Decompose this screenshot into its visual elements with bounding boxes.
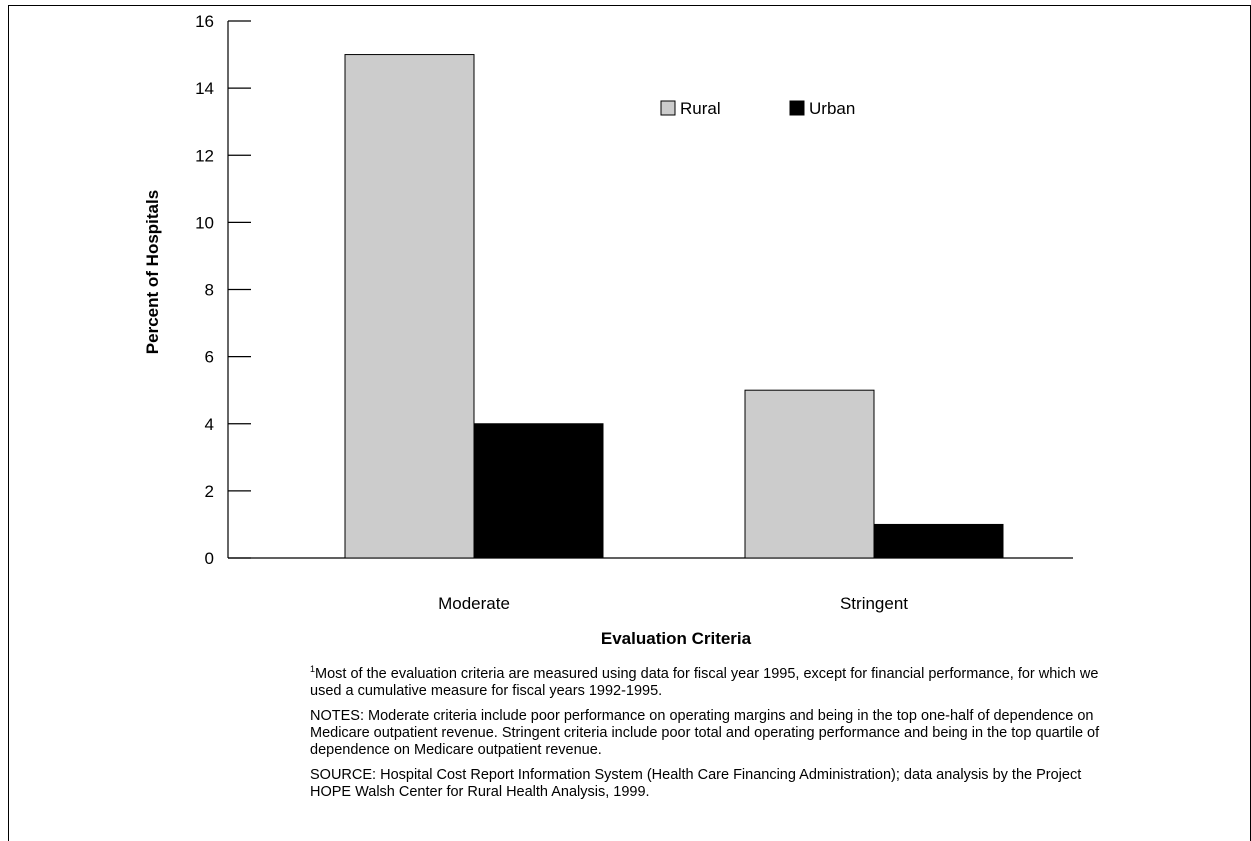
category-labels: Moderate Stringent	[438, 594, 908, 613]
y-tick-label: 0	[205, 549, 214, 568]
y-tick-label: 12	[195, 146, 214, 165]
legend: Rural Urban	[661, 99, 855, 118]
y-tick-label: 10	[195, 213, 214, 232]
legend-swatch-urban	[790, 101, 804, 115]
legend-swatch-rural	[661, 101, 675, 115]
notes-text: NOTES: Moderate criteria include poor pe…	[310, 708, 1100, 759]
y-tick-label: 6	[205, 348, 214, 367]
footnote-text: Most of the evaluation criteria are meas…	[310, 666, 1098, 699]
y-tick-label: 4	[205, 415, 214, 434]
category-label: Moderate	[438, 594, 510, 613]
y-axis-title: Percent of Hospitals	[143, 190, 162, 354]
y-axis: 0 2 4 6 8 10 12 14 16	[195, 12, 251, 568]
bar-urban-moderate	[474, 424, 603, 558]
figure-notes: 1Most of the evaluation criteria are mea…	[310, 666, 1100, 809]
legend-label-urban: Urban	[809, 99, 855, 118]
bar-urban-stringent	[874, 524, 1003, 558]
bar-rural-stringent	[745, 390, 874, 558]
y-tick-label: 14	[195, 79, 214, 98]
x-axis-title: Evaluation Criteria	[601, 629, 752, 648]
legend-label-rural: Rural	[680, 99, 721, 118]
y-tick-label: 2	[205, 482, 214, 501]
bar-chart: 0 2 4 6 8 10 12 14 16 Moderate Stringent Rural Urb…	[0, 0, 1251, 660]
footnote: 1Most of the evaluation criteria are mea…	[310, 666, 1100, 700]
y-tick-label: 8	[205, 281, 214, 300]
source-text: SOURCE: Hospital Cost Report Information…	[310, 767, 1100, 801]
y-tick-label: 16	[195, 12, 214, 31]
bar-rural-moderate	[345, 55, 474, 558]
bars	[345, 55, 1003, 558]
category-label: Stringent	[840, 594, 908, 613]
